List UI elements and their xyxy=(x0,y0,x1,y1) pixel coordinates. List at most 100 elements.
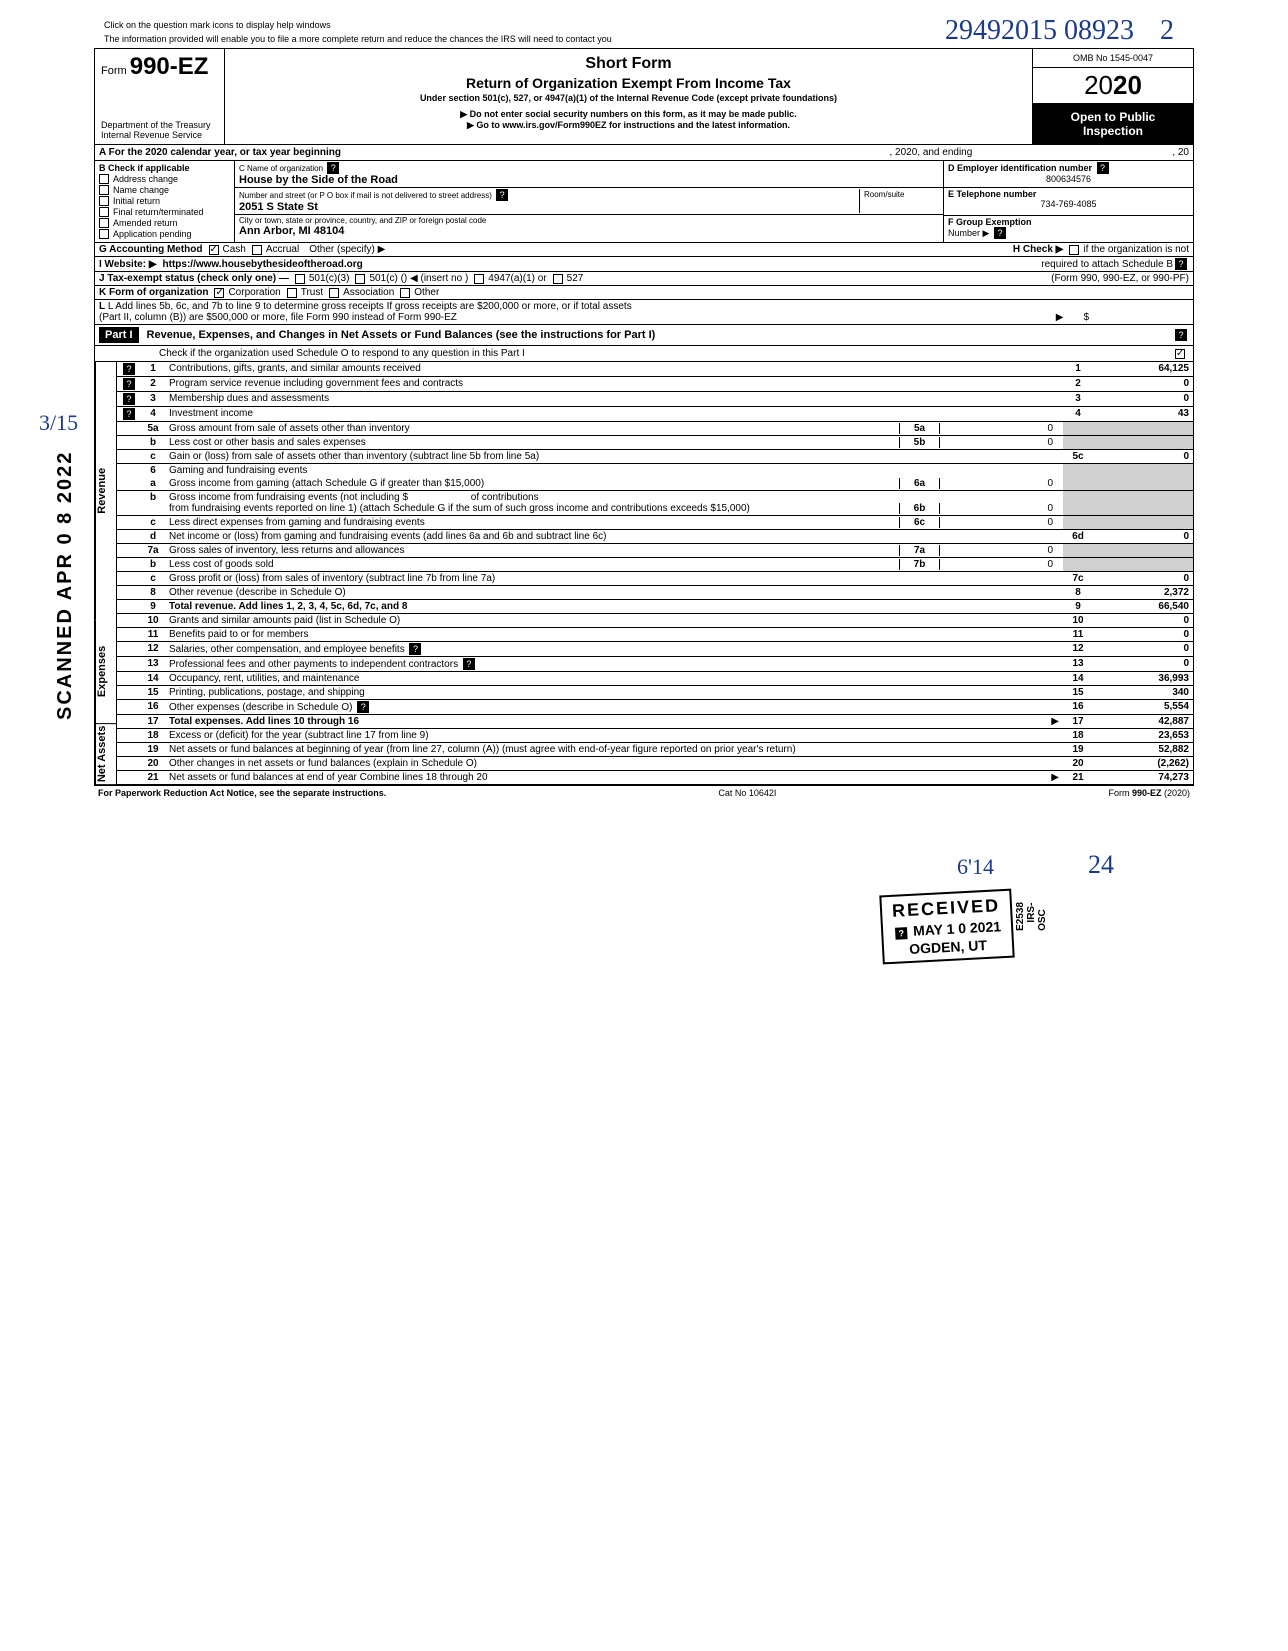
side-expenses: Expenses xyxy=(95,620,117,724)
line-9-value: 66,540 xyxy=(1093,600,1193,614)
group-exemption-label: F Group Exemption xyxy=(948,217,1189,227)
short-form-title: Short Form xyxy=(233,55,1024,73)
line-2-desc: Program service revenue including govern… xyxy=(165,377,1063,392)
ein-label: D Employer identification number ? xyxy=(948,162,1189,174)
chk-accrual[interactable] xyxy=(252,245,262,255)
line-6c-value: 0 xyxy=(939,517,1059,528)
footer-cat: Cat No 10642I xyxy=(718,788,776,798)
chk-cash[interactable] xyxy=(209,245,219,255)
line-7c-value: 0 xyxy=(1093,572,1193,586)
line-5c-value: 0 xyxy=(1093,450,1193,464)
scanned-stamp: SCANNED APR 0 8 2022 xyxy=(54,451,77,720)
chk-amended-return[interactable] xyxy=(99,218,109,228)
handwritten-page-2: 2 xyxy=(1160,15,1174,47)
chk-527[interactable] xyxy=(553,274,563,284)
row-j-label: J Tax-exempt status (check only one) — xyxy=(99,273,289,284)
line-8-value: 2,372 xyxy=(1093,586,1193,600)
chk-h[interactable] xyxy=(1069,245,1079,255)
line-3-value: 0 xyxy=(1093,392,1193,407)
room-label: Room/suite xyxy=(864,190,904,199)
row-h-label: H Check ▶ xyxy=(1013,244,1063,255)
chk-501c3[interactable] xyxy=(295,274,305,284)
part-1-title: Revenue, Expenses, and Changes in Net As… xyxy=(147,329,1173,341)
help-icon[interactable]: ? xyxy=(327,162,339,174)
irs-label: Internal Revenue Service xyxy=(101,130,218,140)
help-icon[interactable]: ? xyxy=(1175,329,1187,341)
help-icon[interactable]: ? xyxy=(123,393,135,405)
stamp-side-codes: E2538 IRS-OSC xyxy=(1015,902,1048,931)
line-6d-value: 0 xyxy=(1093,530,1193,544)
help-icon[interactable]: ? xyxy=(463,658,475,670)
group-exemption-number: Number ▶ ? xyxy=(948,227,1189,239)
line-19-value: 52,882 xyxy=(1093,743,1193,757)
line-7b-value: 0 xyxy=(939,559,1059,570)
line-14-value: 36,993 xyxy=(1093,672,1193,686)
city-label: City or town, state or province, country… xyxy=(239,216,939,225)
handwritten-315: 3/15 xyxy=(39,410,78,436)
main-title: Return of Organization Exempt From Incom… xyxy=(233,75,1024,91)
help-icon[interactable]: ? xyxy=(123,408,135,420)
line-10-value: 0 xyxy=(1093,614,1193,628)
subtitle: Under section 501(c), 527, or 4947(a)(1)… xyxy=(233,93,1024,103)
goto-link: ▶ Go to www.irs.gov/Form990EZ for instru… xyxy=(233,120,1024,131)
ssn-warning: ▶ Do not enter social security numbers o… xyxy=(233,109,1024,120)
chk-corporation[interactable] xyxy=(214,288,224,298)
chk-association[interactable] xyxy=(329,288,339,298)
line-17-value: 42,887 xyxy=(1093,715,1193,729)
help-icon[interactable]: ? xyxy=(123,378,135,390)
row-k-label: K Form of organization xyxy=(99,287,208,298)
line-16-value: 5,554 xyxy=(1093,700,1193,715)
row-a-mid: , 2020, and ending xyxy=(889,147,972,158)
street-label: Number and street (or P O box if mail is… xyxy=(239,189,859,201)
website-url: https://www.housebythesideoftheroad.org xyxy=(163,259,363,270)
line-4-value: 43 xyxy=(1093,407,1193,422)
line-7a-value: 0 xyxy=(939,545,1059,556)
tax-year: 2020 xyxy=(1033,68,1193,104)
line-6b-value: 0 xyxy=(939,503,1059,514)
footer-form: Form 990-EZ (2020) xyxy=(1108,788,1190,798)
chk-schedule-o[interactable] xyxy=(1175,349,1185,359)
line-15-value: 340 xyxy=(1093,686,1193,700)
dept-treasury: Department of the Treasury xyxy=(101,120,218,130)
help-icon[interactable]: ? xyxy=(1097,162,1109,174)
help-icon[interactable]: ? xyxy=(357,701,369,713)
line-2-value: 0 xyxy=(1093,377,1193,392)
chk-501c[interactable] xyxy=(355,274,365,284)
chk-final-return[interactable] xyxy=(99,207,109,217)
ein-value: 800634576 xyxy=(948,174,1189,184)
line-3-desc: Membership dues and assessments xyxy=(165,392,1063,407)
phone-value: 734-769-4085 xyxy=(948,199,1189,209)
form-number: Form 990-EZ xyxy=(101,53,218,81)
chk-4947[interactable] xyxy=(474,274,484,284)
open-to-public: Open to Public Inspection xyxy=(1033,104,1193,144)
help-icon[interactable]: ? xyxy=(123,363,135,375)
line-11-value: 0 xyxy=(1093,628,1193,642)
row-l-line1: L L Add lines 5b, 6c, and 7b to line 9 t… xyxy=(99,301,632,312)
org-name: House by the Side of the Road xyxy=(239,174,939,186)
row-l-line2: (Part II, column (B)) are $500,000 or mo… xyxy=(99,312,457,323)
side-netassets: Net Assets xyxy=(95,724,117,785)
chk-trust[interactable] xyxy=(287,288,297,298)
part-1-label: Part I xyxy=(99,327,139,343)
help-icon[interactable]: ? xyxy=(1175,258,1187,270)
row-g-label: G Accounting Method xyxy=(99,244,203,255)
chk-initial-return[interactable] xyxy=(99,196,109,206)
omb-number: OMB No 1545-0047 xyxy=(1033,49,1193,68)
chk-application-pending[interactable] xyxy=(99,229,109,239)
side-revenue: Revenue xyxy=(95,362,117,620)
line-5a-value: 0 xyxy=(939,423,1059,434)
line-13-value: 0 xyxy=(1093,657,1193,672)
line-20-value: (2,262) xyxy=(1093,757,1193,771)
footer-left: For Paperwork Reduction Act Notice, see … xyxy=(98,788,386,798)
help-icon[interactable]: ? xyxy=(994,227,1006,239)
received-stamp: RECEIVED ? MAY 1 0 2021 OGDEN, UT xyxy=(879,889,1014,965)
chk-other-org[interactable] xyxy=(400,288,410,298)
row-a-end: , 20 xyxy=(1172,147,1189,158)
help-icon[interactable]: ? xyxy=(496,189,508,201)
city-state-zip: Ann Arbor, MI 48104 xyxy=(239,225,939,237)
chk-address-change[interactable] xyxy=(99,174,109,184)
line-21-value: 74,273 xyxy=(1093,771,1193,785)
phone-label: E Telephone number xyxy=(948,189,1189,199)
chk-name-change[interactable] xyxy=(99,185,109,195)
help-icon[interactable]: ? xyxy=(409,643,421,655)
